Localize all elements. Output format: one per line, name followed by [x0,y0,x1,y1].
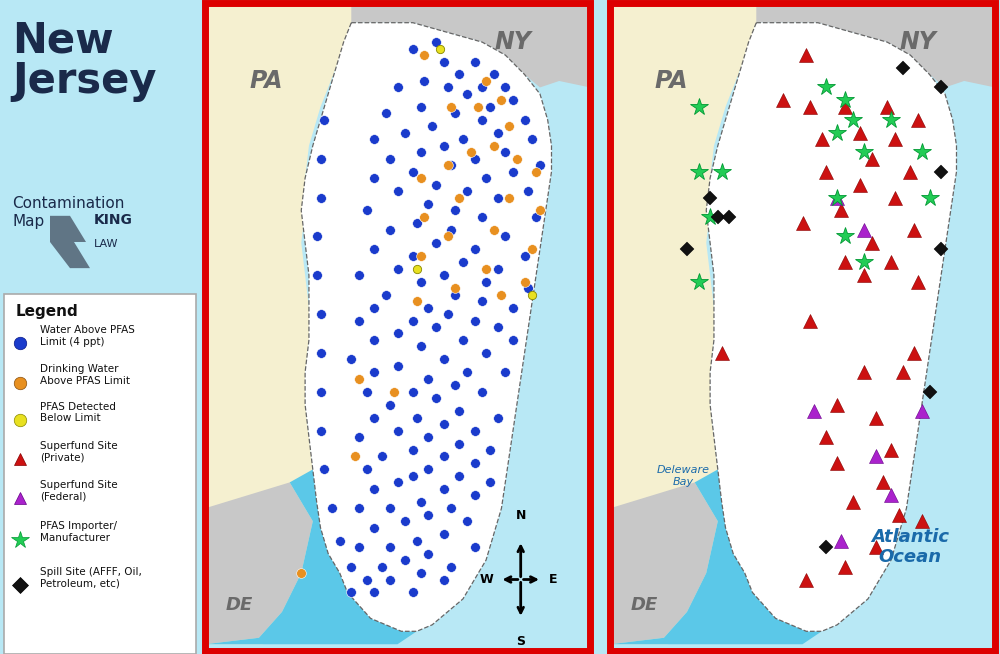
Text: NY: NY [495,30,531,54]
Text: Spill Site (AFFF, Oil,
Petroleum, etc): Spill Site (AFFF, Oil, Petroleum, etc) [40,567,142,589]
Text: New
Jersey: New Jersey [12,20,156,102]
Polygon shape [610,3,772,644]
Text: Atlantic
Ocean: Atlantic Ocean [871,528,949,566]
Polygon shape [610,470,822,644]
Text: LAW: LAW [94,239,119,249]
Polygon shape [706,23,956,631]
Text: Superfund Site
(Federal): Superfund Site (Federal) [40,480,118,502]
FancyBboxPatch shape [4,294,196,654]
Text: PFAS Detected
Below Limit: PFAS Detected Below Limit [40,402,116,423]
Polygon shape [756,3,995,88]
Polygon shape [610,483,718,644]
Polygon shape [50,216,90,268]
Polygon shape [301,23,552,631]
Text: S: S [516,635,525,648]
Text: E: E [549,573,558,586]
Text: W: W [479,573,493,586]
Polygon shape [351,3,590,88]
Text: KING: KING [94,213,133,226]
Text: Legend: Legend [16,304,79,319]
Text: Deleware
Bay: Deleware Bay [657,465,710,487]
Text: N: N [516,509,526,523]
Text: Drinking Water
Above PFAS Limit: Drinking Water Above PFAS Limit [40,364,130,386]
Text: Contamination
Map: Contamination Map [12,196,124,229]
Text: PA: PA [250,69,283,93]
Polygon shape [205,3,367,644]
Text: DE: DE [226,596,253,614]
Text: PA: PA [655,69,688,93]
Polygon shape [205,470,417,644]
Text: Water Above PFAS
Limit (4 ppt): Water Above PFAS Limit (4 ppt) [40,325,135,347]
Text: Superfund Site
(Private): Superfund Site (Private) [40,441,118,462]
Text: PFAS Importer/
Manufacturer: PFAS Importer/ Manufacturer [40,521,117,543]
Polygon shape [205,483,313,644]
Text: NY: NY [900,30,936,54]
Text: DE: DE [631,596,658,614]
